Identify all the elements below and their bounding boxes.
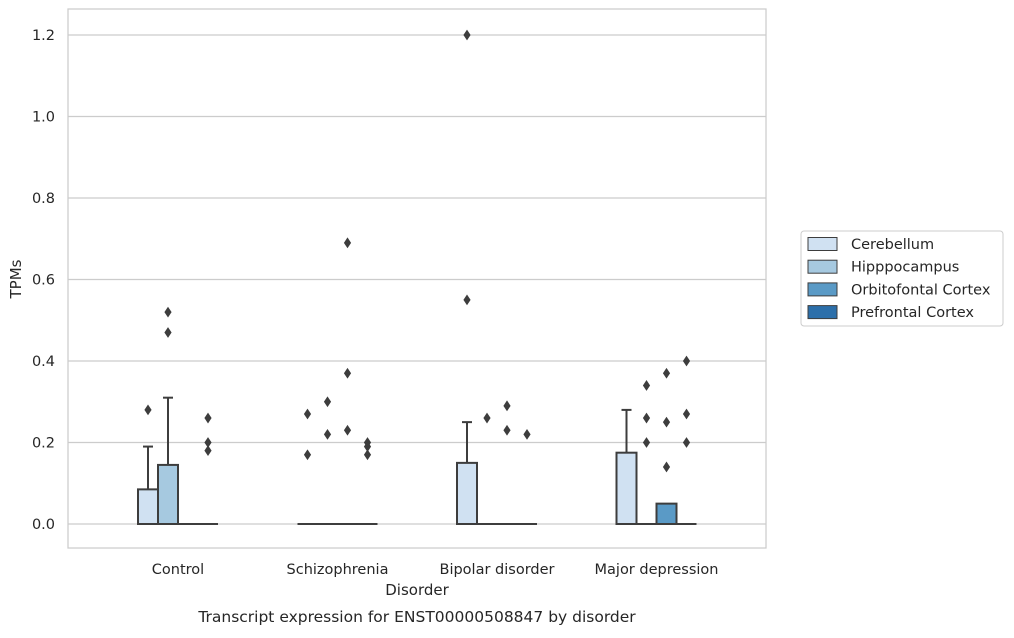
outlier-point — [303, 408, 312, 420]
outlier-point — [463, 294, 471, 306]
outlier-point — [144, 404, 152, 416]
outlier-point — [662, 461, 671, 473]
outlier-point — [323, 428, 332, 440]
legend-items: Cerebellum Hipppocampus Orbitofontal Corte… — [807, 237, 991, 321]
x-axis-label: Disorder — [385, 581, 449, 599]
plot-background — [68, 9, 766, 548]
outlier-point — [503, 424, 511, 436]
outlier-point — [642, 437, 651, 448]
legend-swatch — [807, 282, 838, 297]
outlier-point — [363, 449, 372, 461]
x-tick-label: Major depression — [595, 562, 719, 578]
legend: Cerebellum Hipppocampus Orbitofontal Corte… — [800, 230, 1004, 327]
box-1-0 — [157, 396, 179, 526]
outlier-point — [204, 412, 212, 424]
outlier-point — [463, 29, 471, 41]
outlier-point — [204, 437, 212, 448]
outlier-point — [642, 412, 651, 424]
outlier-point — [343, 237, 352, 249]
y-tick-labels: 0.0 0.2 0.4 0.6 0.8 1.0 1.2 — [32, 28, 55, 533]
chart-title: Transcript expression for ENST0000050884… — [197, 608, 636, 626]
y-tick-label: 0.2 — [32, 436, 55, 452]
boxes — [137, 396, 697, 526]
legend-frame — [800, 230, 1004, 327]
legend-swatch — [807, 305, 838, 320]
outlier-point — [682, 437, 691, 448]
outlier-point — [503, 400, 511, 412]
outlier-point — [164, 327, 172, 338]
box-2-3 — [655, 502, 678, 525]
outlier-point — [642, 380, 651, 391]
outlier-point — [363, 437, 372, 448]
outlier-point — [682, 355, 691, 367]
x-tick-labels: Control Schizophrenia Bipolar disorder Majo… — [152, 562, 719, 578]
y-tick-label: 1.2 — [32, 28, 55, 44]
plot-frame — [67, 8, 767, 549]
box-0-0 — [137, 445, 159, 525]
legend-swatch — [807, 237, 838, 251]
y-tick-label: 0.0 — [32, 517, 55, 533]
box-body — [456, 461, 478, 525]
outlier-point — [323, 396, 332, 408]
outlier-point — [523, 428, 531, 440]
outlier-point — [662, 367, 671, 379]
legend-label: Hipppocampus — [851, 260, 959, 276]
outlier-point — [343, 367, 352, 379]
x-tick-label: Control — [152, 562, 204, 578]
box-0-2 — [456, 421, 478, 525]
outlier-point — [682, 408, 691, 420]
outlier-point — [662, 416, 671, 428]
box-body — [137, 488, 159, 525]
y-tick-label: 0.6 — [32, 273, 55, 289]
outlier-point — [483, 412, 491, 424]
box-body — [655, 502, 678, 525]
outlier-point — [303, 449, 312, 461]
legend-label: Orbitofontal Cortex — [851, 282, 991, 298]
outlier-point — [343, 424, 352, 436]
box-body — [157, 463, 179, 526]
box-0-3 — [615, 408, 638, 525]
x-tick-label: Bipolar disorder — [440, 562, 555, 578]
outlier-point — [204, 445, 212, 457]
y-axis-label: TPMs — [7, 259, 25, 299]
y-tick-label: 0.8 — [32, 191, 55, 207]
outlier-point — [164, 306, 172, 318]
y-tick-label: 1.0 — [32, 110, 55, 126]
legend-label: Cerebellum — [851, 237, 934, 253]
legend-swatch — [807, 259, 838, 274]
x-tick-label: Schizophrenia — [287, 562, 389, 578]
outliers — [144, 29, 691, 473]
legend-label: Prefrontal Cortex — [851, 305, 974, 321]
y-tick-label: 0.4 — [32, 354, 55, 370]
box-body — [615, 451, 638, 525]
